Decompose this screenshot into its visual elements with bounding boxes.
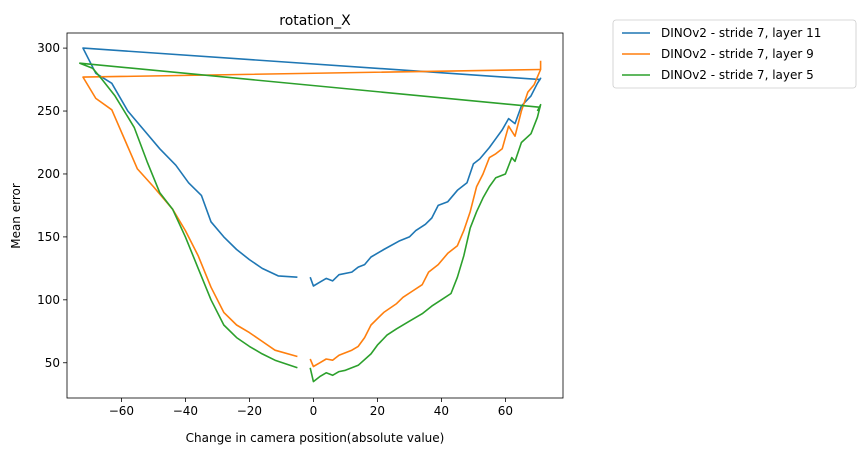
series-line-2-segment-0 <box>79 62 541 369</box>
legend: DINOv2 - stride 7, layer 11 DINOv2 - stri… <box>612 19 857 89</box>
y-tick-label: 300 <box>37 41 60 55</box>
y-tick-label: 100 <box>37 293 60 307</box>
y-tick-label: 50 <box>45 356 60 370</box>
series-line-1-segment-1 <box>309 60 542 368</box>
x-tick-label: −20 <box>237 404 262 418</box>
y-axis-label: Mean error <box>9 183 23 249</box>
series-line-2-segment-1 <box>309 103 542 383</box>
x-tick-label: −40 <box>173 404 198 418</box>
x-axis-label: Change in camera position(absolute value… <box>186 431 445 445</box>
x-axis: −60 −40 −20 0 20 40 60 <box>109 398 513 418</box>
y-tick-label: 250 <box>37 104 60 118</box>
x-tick-label: 60 <box>498 404 513 418</box>
x-tick-label: −60 <box>109 404 134 418</box>
legend-label-1: DINOv2 - stride 7, layer 9 <box>661 47 814 61</box>
series-line-1-segment-0 <box>82 68 541 358</box>
series-line-0-segment-0 <box>82 47 541 278</box>
x-tick-label: 40 <box>434 404 449 418</box>
legend-frame <box>612 19 857 89</box>
x-tick-label: 20 <box>370 404 385 418</box>
plot-area: −60 −40 −20 0 20 40 60 50 100 150 200 250 300 <box>37 32 564 418</box>
y-tick-label: 200 <box>37 167 60 181</box>
y-axis: 50 100 150 200 250 300 <box>37 41 67 370</box>
legend-label-2: DINOv2 - stride 7, layer 5 <box>661 68 814 82</box>
x-tick-label: 0 <box>310 404 318 418</box>
axes-frame <box>66 32 564 399</box>
legend-label-0: DINOv2 - stride 7, layer 11 <box>661 26 821 40</box>
series-group <box>79 47 542 383</box>
y-tick-label: 150 <box>37 230 60 244</box>
chart-title: rotation_X <box>279 13 351 29</box>
series-line-0-segment-1 <box>309 77 542 287</box>
